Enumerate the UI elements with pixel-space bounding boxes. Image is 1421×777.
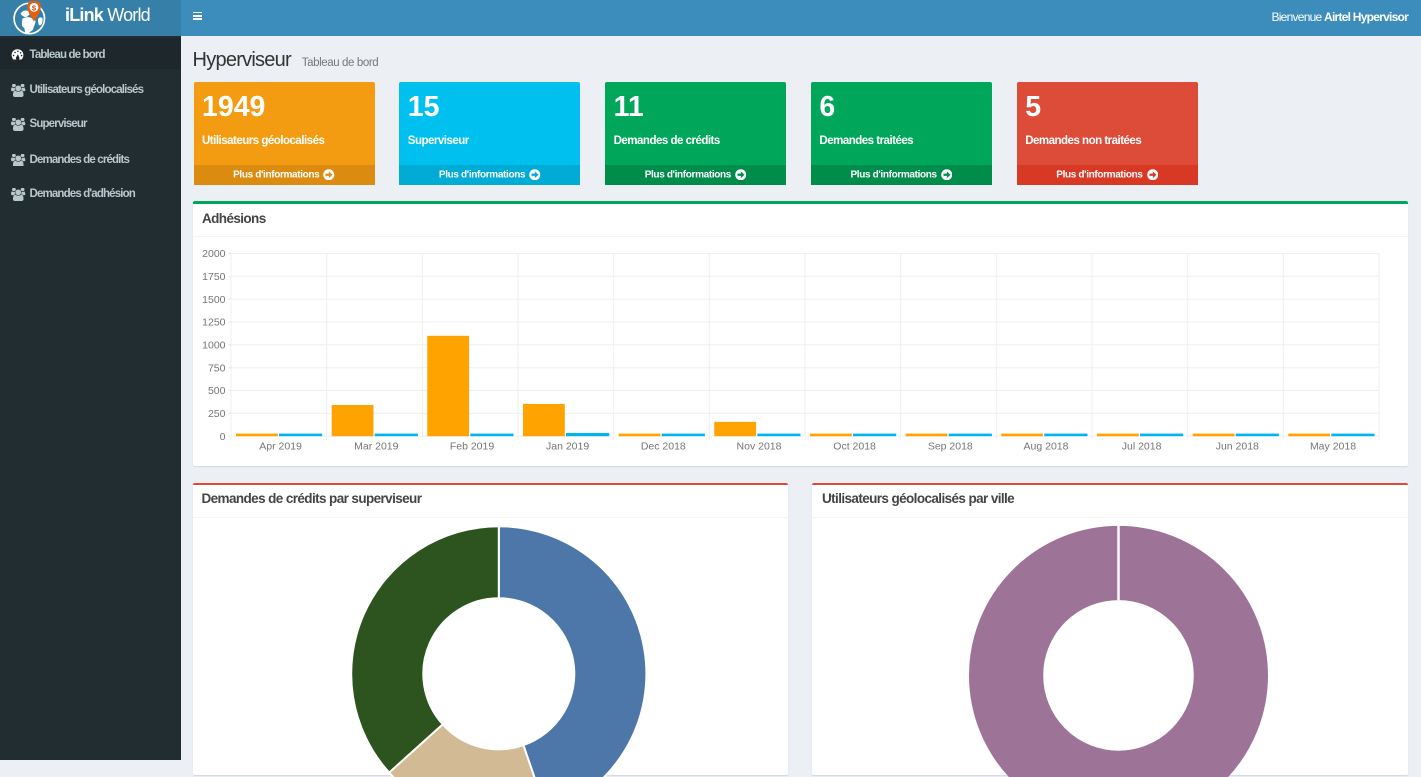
svg-text:Apr 2019: Apr 2019 <box>259 440 302 452</box>
svg-text:250: 250 <box>208 408 226 420</box>
svg-text:Jan 2019: Jan 2019 <box>546 440 589 452</box>
svg-text:1250: 1250 <box>202 317 226 329</box>
svg-text:Nov 2018: Nov 2018 <box>737 440 782 452</box>
svg-text:Jun 2018: Jun 2018 <box>1216 440 1259 452</box>
svg-text:$: $ <box>32 4 37 13</box>
svg-text:Aug 2018: Aug 2018 <box>1024 440 1069 452</box>
svg-text:Feb 2019: Feb 2019 <box>450 440 495 452</box>
svg-text:Dec 2018: Dec 2018 <box>641 440 686 452</box>
svg-text:Mar 2019: Mar 2019 <box>354 440 399 452</box>
svg-text:May 2018: May 2018 <box>1310 440 1356 452</box>
svg-text:Sep 2018: Sep 2018 <box>928 440 973 452</box>
svg-text:1500: 1500 <box>202 294 226 306</box>
svg-text:2000: 2000 <box>202 248 226 260</box>
svg-text:Oct 2018: Oct 2018 <box>833 440 876 452</box>
svg-text:Jul 2018: Jul 2018 <box>1122 440 1162 452</box>
svg-text:750: 750 <box>208 362 226 374</box>
svg-text:500: 500 <box>208 385 226 397</box>
svg-text:1750: 1750 <box>202 271 226 283</box>
svg-text:1000: 1000 <box>202 339 226 351</box>
svg-text:0: 0 <box>220 431 226 443</box>
